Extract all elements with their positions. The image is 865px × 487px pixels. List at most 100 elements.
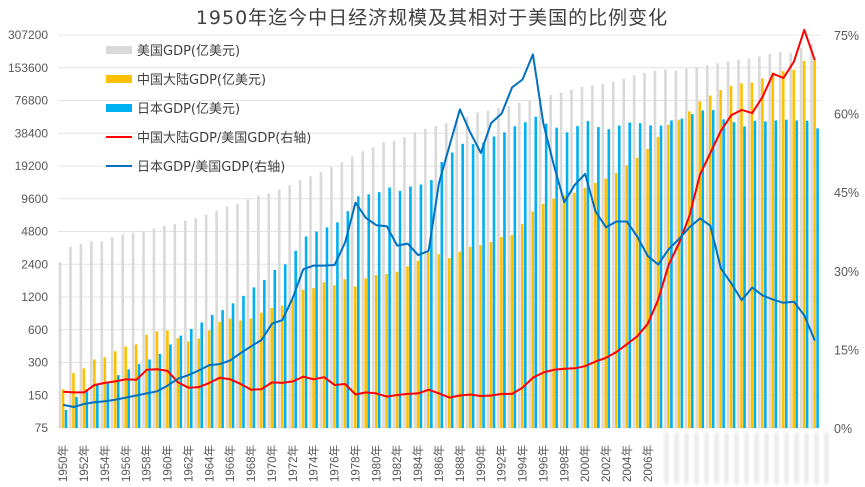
x-tick-label: 1986年 [432, 445, 446, 482]
bar-china [479, 244, 482, 428]
bar-us [465, 117, 469, 429]
right-axis-ticks: 75% 60% 45% 30% 15% 0% [834, 29, 859, 436]
bar-china [688, 111, 691, 429]
left-tick-label: 307200 [8, 28, 48, 42]
bar-china [583, 187, 587, 428]
bar-us [152, 228, 156, 428]
bar-china [280, 305, 284, 428]
bar-us [142, 231, 145, 428]
x-tick-label: 1988年 [453, 445, 467, 482]
bar-us [497, 108, 500, 429]
x-tick-label: 1998年 [557, 445, 571, 482]
bar-japan [440, 162, 444, 428]
x-tick-label: 1974年 [307, 445, 321, 482]
bar-us [789, 52, 793, 428]
x-tick-label: 2002年 [599, 445, 613, 482]
bar-china [458, 251, 461, 428]
bar-us [444, 123, 448, 429]
bar-japan [430, 180, 433, 428]
x-tick-label: 2006年 [641, 445, 655, 482]
bar-china [197, 338, 201, 428]
bar-japan [649, 125, 652, 428]
x-tick-label: 1992年 [495, 445, 509, 482]
bar-us [340, 162, 344, 428]
bar-china [61, 389, 65, 428]
bar-china [218, 321, 221, 428]
bar-japan [524, 122, 527, 428]
bar-japan [200, 322, 204, 428]
bar-japan [753, 120, 757, 428]
bar-japan [670, 120, 673, 429]
bar-china [249, 318, 253, 428]
bar-china [260, 312, 263, 428]
bar-china [635, 157, 639, 428]
bar-us [392, 141, 396, 429]
bar-us [257, 195, 260, 428]
right-tick-label: 75% [834, 29, 859, 43]
bar-marks [58, 43, 819, 429]
x-tick-label: 2004年 [620, 445, 634, 482]
left-tick-label: 2400 [21, 257, 48, 271]
bar-japan [210, 314, 214, 428]
bar-china [134, 344, 138, 428]
x-tick-label: 1968年 [244, 445, 258, 482]
bar-japan [544, 123, 548, 429]
bar-china [698, 101, 702, 429]
right-tick-label: 45% [834, 186, 859, 200]
bar-us [298, 180, 302, 428]
bar-japan [221, 310, 224, 428]
bar-us [350, 156, 354, 428]
bar-japan [607, 129, 611, 428]
bar-japan [356, 196, 360, 428]
bar-china [500, 237, 503, 428]
bar-us [810, 43, 813, 428]
line-japan-us-ratio [63, 53, 816, 408]
bar-japan [398, 190, 402, 428]
bar-china [416, 260, 420, 428]
bar-japan [189, 328, 193, 428]
bar-china [228, 318, 232, 428]
bar-japan [597, 127, 600, 428]
bar-china [510, 235, 514, 428]
bar-japan [179, 335, 183, 428]
bar-us [413, 132, 417, 428]
bar-china [353, 286, 357, 428]
bar-china [656, 136, 660, 429]
bar-us [90, 241, 93, 428]
x-tick-label: 1982年 [390, 445, 404, 482]
bar-japan [691, 114, 694, 429]
bar-japan [482, 142, 485, 428]
bar-china [562, 195, 566, 428]
bar-japan [732, 122, 736, 428]
bar-china [406, 266, 409, 428]
bar-us [403, 137, 406, 428]
bar-us [528, 100, 532, 428]
left-axis-ticks: 307200 153600 76800 38400 19200 9600 4800 2400 1… [8, 28, 48, 435]
bar-china [291, 299, 294, 428]
bar-china [124, 346, 127, 428]
right-tick-label: 15% [834, 343, 859, 357]
bar-japan [638, 123, 642, 429]
left-tick-label: 600 [28, 323, 48, 337]
bar-japan [137, 364, 141, 428]
bar-us [131, 232, 135, 428]
left-tick-label: 300 [28, 356, 48, 370]
bar-china [113, 351, 117, 428]
bar-china [427, 252, 430, 428]
bar-china [207, 330, 211, 428]
bar-japan [816, 128, 819, 428]
legend-label: 中国大陆GDP(亿美元) [137, 72, 266, 88]
bar-us [507, 105, 511, 428]
bar-china [521, 223, 524, 428]
bar-japan [96, 384, 99, 428]
bar-china [374, 275, 378, 428]
bar-us [361, 151, 365, 429]
bar-us [778, 52, 782, 429]
bar-china [343, 279, 347, 428]
bar-china [489, 242, 493, 428]
bar-us [204, 214, 208, 428]
bar-us [163, 225, 166, 428]
bar-japan [617, 125, 621, 428]
bar-us [246, 199, 250, 428]
x-tick-label: 1984年 [411, 445, 425, 482]
